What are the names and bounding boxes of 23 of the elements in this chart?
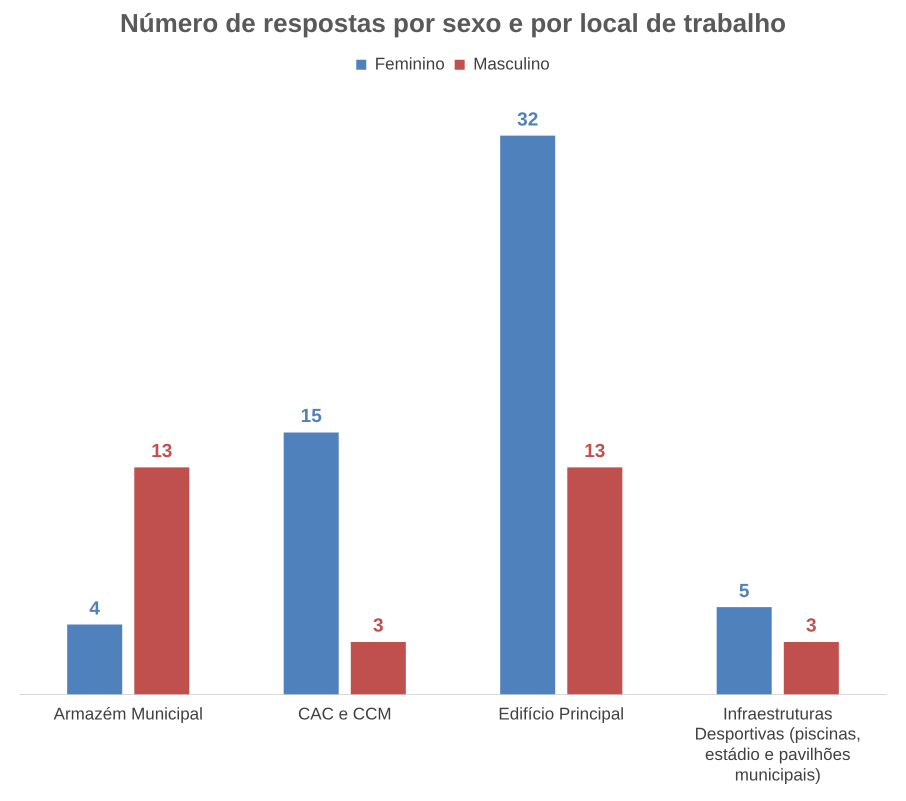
x-tick-label: Infraestruturas Desportivas (piscinas, estádio e pavilhões municipais) bbox=[694, 704, 861, 784]
legend-label: Masculino bbox=[473, 54, 550, 74]
bar bbox=[350, 642, 406, 694]
bar bbox=[784, 642, 839, 694]
data-label: 32 bbox=[517, 109, 538, 130]
x-tick-label: Edifício Principal bbox=[498, 704, 624, 724]
data-label: 15 bbox=[300, 406, 322, 428]
data-label: 3 bbox=[373, 616, 384, 637]
bar bbox=[716, 607, 772, 694]
bar bbox=[134, 467, 190, 694]
bar bbox=[500, 136, 556, 694]
x-tick-label: CAC e CCM bbox=[298, 704, 392, 724]
data-label: 13 bbox=[151, 441, 172, 462]
legend-label: Feminino bbox=[374, 54, 445, 74]
bar bbox=[284, 432, 339, 694]
bar bbox=[67, 624, 122, 694]
data-label: 4 bbox=[89, 598, 100, 620]
bar bbox=[567, 467, 622, 694]
data-label: 3 bbox=[806, 616, 817, 637]
data-label: 13 bbox=[584, 441, 606, 462]
data-label: 5 bbox=[738, 580, 750, 602]
chart-title: Número de respostas por sexo e por local de trabalho bbox=[120, 8, 786, 38]
x-tick-label: Armazém Municipal bbox=[54, 704, 203, 724]
